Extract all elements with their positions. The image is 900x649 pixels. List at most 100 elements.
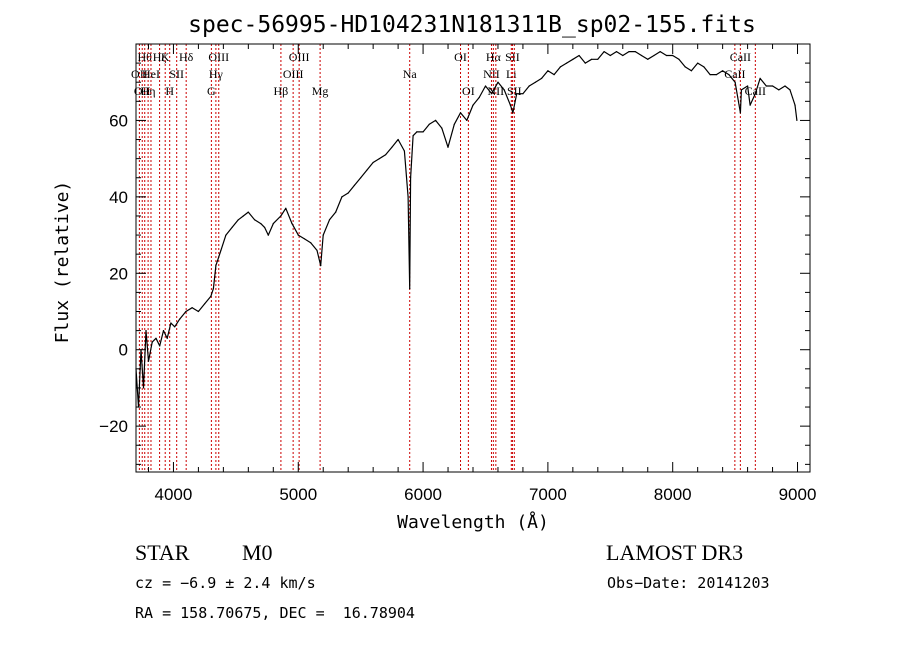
spectrum-point xyxy=(697,62,699,64)
spectrum-point xyxy=(553,74,555,76)
spectral-line-label: Hα xyxy=(486,50,502,64)
spectral-line-label: Mg xyxy=(312,84,329,98)
redshift-velocity: cz = −6.9 ± 2.4 km/s xyxy=(135,574,316,592)
spectral-line-label: NII xyxy=(488,84,505,98)
spectrum-point xyxy=(534,81,537,83)
spectrum-point xyxy=(722,70,724,72)
spectrum-point xyxy=(678,58,680,60)
coordinates: RA = 158.70675, DEC = 16.78904 xyxy=(135,604,415,622)
spectrum-point xyxy=(197,310,199,313)
spectrum-point xyxy=(541,77,543,79)
y-tick-label: 60 xyxy=(109,111,128,130)
spectrum-point xyxy=(179,318,181,320)
spectral-line-label: Li xyxy=(506,67,517,81)
spectrum-point xyxy=(566,62,568,64)
spectral-line-label: HeI xyxy=(142,67,160,81)
object-subclass: M0 xyxy=(242,540,273,565)
spectral-line-label: OIII xyxy=(283,67,304,81)
spectrum-point xyxy=(754,93,756,95)
spectral-line-label: Hη xyxy=(141,84,156,98)
spectrum-point xyxy=(366,169,368,171)
spectrum-point xyxy=(237,219,239,221)
spectrum-point xyxy=(185,310,187,313)
spectral-line-label: OII xyxy=(131,67,148,81)
spectrum-point xyxy=(303,238,306,240)
spectrum-point xyxy=(409,288,411,290)
spectrum-point xyxy=(478,96,480,99)
spectrum-point xyxy=(591,58,593,60)
spectrum-point xyxy=(715,74,718,76)
spectrum-point xyxy=(391,146,393,148)
spectrum-point xyxy=(747,85,749,87)
spectrum-point xyxy=(659,51,661,53)
spectrum-point xyxy=(147,360,150,362)
spectrum-point xyxy=(441,127,443,129)
spectrum-point xyxy=(522,93,524,95)
spectrum-point xyxy=(267,234,269,236)
spectrum-point xyxy=(728,74,730,76)
spectrum-point xyxy=(740,89,743,91)
spectrum-point xyxy=(353,184,355,186)
spectrum-point xyxy=(191,307,193,309)
x-tick-label: 7000 xyxy=(529,485,567,504)
spectrum-point xyxy=(665,54,668,57)
y-tick-label: 20 xyxy=(109,264,128,283)
x-tick-label: 9000 xyxy=(779,485,817,504)
spectral-line-label: K xyxy=(161,50,170,64)
spectrum-point xyxy=(578,54,580,57)
spectrum-point xyxy=(572,58,574,60)
spectrum-point xyxy=(622,54,624,57)
spectrum-point xyxy=(672,54,674,57)
spectrum-point xyxy=(264,226,266,228)
spectrum-point xyxy=(509,104,511,106)
spectrum-point xyxy=(335,211,337,213)
spectrum-point xyxy=(397,138,399,141)
spectral-line-label: SII xyxy=(507,84,522,98)
spectrum-point xyxy=(155,337,157,339)
emission-line-markers: OII OII Hθ Hη HeI HζK H SII Hδ G Hγ OIII Hβ OIII OIII M… xyxy=(131,44,766,472)
spectral-line-label: SII xyxy=(505,50,520,64)
spectrum-point xyxy=(225,234,227,236)
x-tick-label: 5000 xyxy=(279,485,317,504)
spectrum-point xyxy=(435,119,437,121)
spectrum-point xyxy=(794,104,796,106)
spectrum-point xyxy=(310,242,312,244)
spectrum-point xyxy=(634,51,636,53)
spectrum-point xyxy=(796,119,798,121)
spectrum-point xyxy=(145,330,147,332)
spectrum-point xyxy=(647,58,649,60)
spectrum-point xyxy=(316,249,318,251)
spectrum-point xyxy=(291,223,293,225)
spectrum-point xyxy=(220,249,222,251)
spectrum-point xyxy=(412,135,414,137)
spectrum-point xyxy=(320,265,322,267)
spectrum-point xyxy=(328,219,331,221)
spectrum-line xyxy=(135,50,798,408)
spectrum-point xyxy=(484,85,487,87)
spectrum-point xyxy=(615,51,618,53)
spectrum-point xyxy=(690,70,693,72)
spectrum-point xyxy=(547,70,549,72)
spectrum-point xyxy=(584,62,586,64)
spectrum-point xyxy=(428,123,430,125)
spectrum-point xyxy=(341,196,343,198)
spectrum-point xyxy=(347,192,349,194)
y-tick-label: 0 xyxy=(119,341,128,360)
spectrum-point xyxy=(285,207,287,209)
spectrum-point xyxy=(174,326,176,328)
y-tick-label: 40 xyxy=(109,188,128,207)
x-tick-label: 4000 xyxy=(155,485,193,504)
spectrum-point xyxy=(684,66,686,68)
spectrum-point xyxy=(260,223,262,225)
x-tick-label: 6000 xyxy=(404,485,442,504)
spectrum-point xyxy=(242,215,244,217)
spectrum-point xyxy=(410,177,412,179)
spectral-line-label: OI xyxy=(462,84,475,98)
spectral-line-label: G xyxy=(207,84,216,98)
spectrum-point xyxy=(603,51,605,53)
spectral-line-label: CaII xyxy=(730,50,751,64)
spectral-line-label: NII xyxy=(483,67,500,81)
spectral-line-label: Hθ xyxy=(138,50,153,64)
spectrum-point xyxy=(170,322,172,324)
spectrum-point xyxy=(422,131,424,133)
